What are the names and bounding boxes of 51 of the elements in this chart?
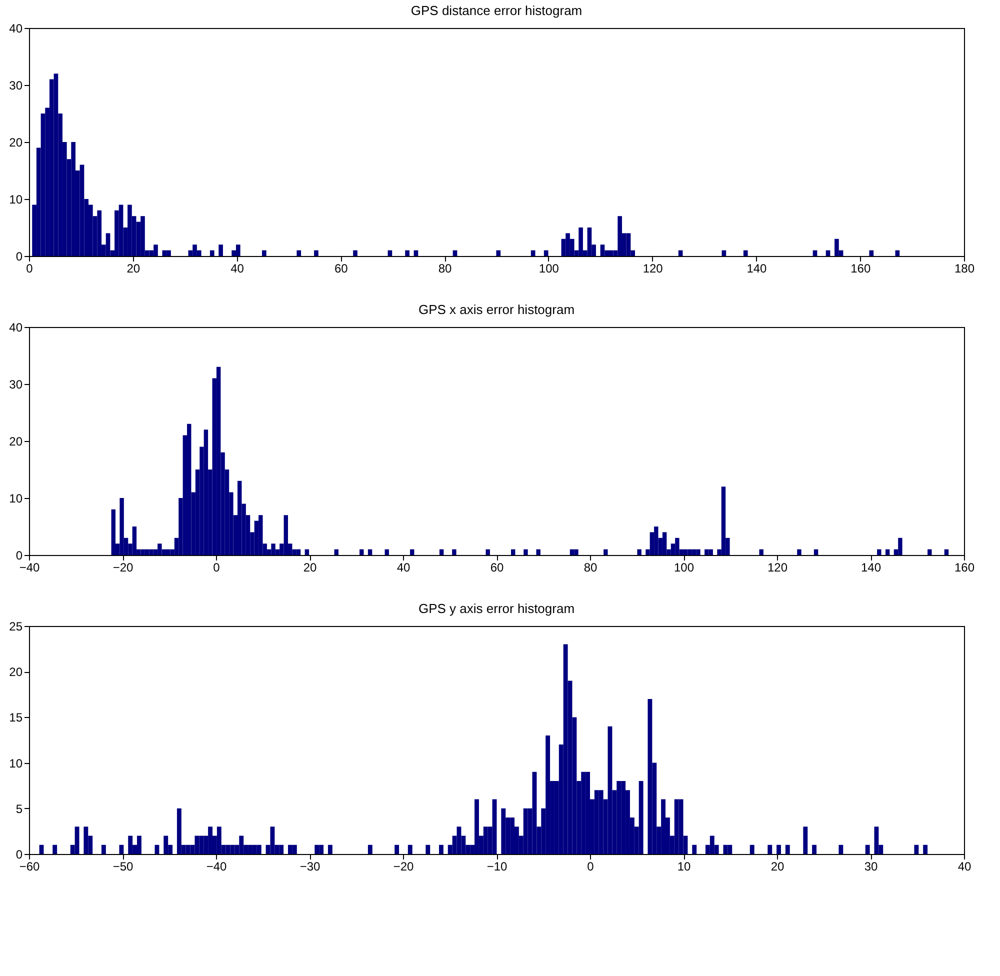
x-tick-label: 120 xyxy=(767,560,788,574)
chart-title: GPS distance error histogram xyxy=(410,3,582,18)
y-tick-label: 15 xyxy=(9,710,23,725)
x-tick-label: 10 xyxy=(677,860,691,874)
x-tick-label: 40 xyxy=(230,262,244,276)
y-tick-label: 25 xyxy=(9,620,23,634)
x-tick-label: 100 xyxy=(674,560,694,574)
x-tick-label: 160 xyxy=(954,560,975,574)
y-tick-label: 20 xyxy=(9,665,23,680)
x-tick-label: 120 xyxy=(642,262,664,276)
x-tick-label: 0 xyxy=(213,560,220,574)
x-tick-label: 20 xyxy=(770,860,784,874)
y-tick-label: 0 xyxy=(16,250,23,264)
y-tick-label: 0 xyxy=(16,548,23,562)
x-tick-label: 80 xyxy=(584,560,598,574)
x-tick-label: 100 xyxy=(538,262,560,276)
y-tick-label: 40 xyxy=(9,22,23,36)
y-tick-label: 0 xyxy=(16,848,23,862)
x-tick-label: 140 xyxy=(746,262,768,276)
x-tick-label: −10 xyxy=(486,860,508,874)
y-tick-label: 10 xyxy=(9,492,23,506)
chart-title: GPS y axis error histogram xyxy=(418,601,575,616)
x-tick-label: 180 xyxy=(954,262,975,276)
x-tick-label: 20 xyxy=(126,262,140,276)
x-tick-label: 30 xyxy=(864,860,878,874)
x-tick-label: −50 xyxy=(112,860,134,874)
x-tick-label: −40 xyxy=(206,860,227,874)
x-tick-label: 0 xyxy=(587,860,594,874)
x-tick-label: 80 xyxy=(438,262,452,276)
y-tick-label: 30 xyxy=(9,378,23,392)
y-tick-label: 30 xyxy=(9,78,23,92)
x-tick-label: 160 xyxy=(850,262,871,276)
x-tick-label: 140 xyxy=(860,560,882,574)
chart-title: GPS x axis error histogram xyxy=(418,302,575,317)
y-tick-label: 5 xyxy=(16,802,23,816)
x-tick-label: 60 xyxy=(334,262,348,276)
x-tick-label: 40 xyxy=(396,560,410,574)
y-tick-label: 40 xyxy=(9,320,23,334)
x-tick-label: 60 xyxy=(490,560,504,574)
x-tick-label: 40 xyxy=(958,860,972,874)
x-tick-label: −20 xyxy=(112,560,134,574)
x-tick-label: −30 xyxy=(300,860,320,874)
x-tick-label: −60 xyxy=(19,860,40,874)
y-tick-label: 20 xyxy=(9,136,23,150)
x-tick-label: −40 xyxy=(19,560,40,574)
y-tick-label: 20 xyxy=(9,434,23,448)
y-tick-label: 10 xyxy=(9,756,23,770)
x-tick-label: 0 xyxy=(26,262,34,276)
y-tick-label: 10 xyxy=(9,192,23,206)
x-tick-label: −20 xyxy=(393,860,414,874)
x-tick-label: 20 xyxy=(303,560,317,574)
